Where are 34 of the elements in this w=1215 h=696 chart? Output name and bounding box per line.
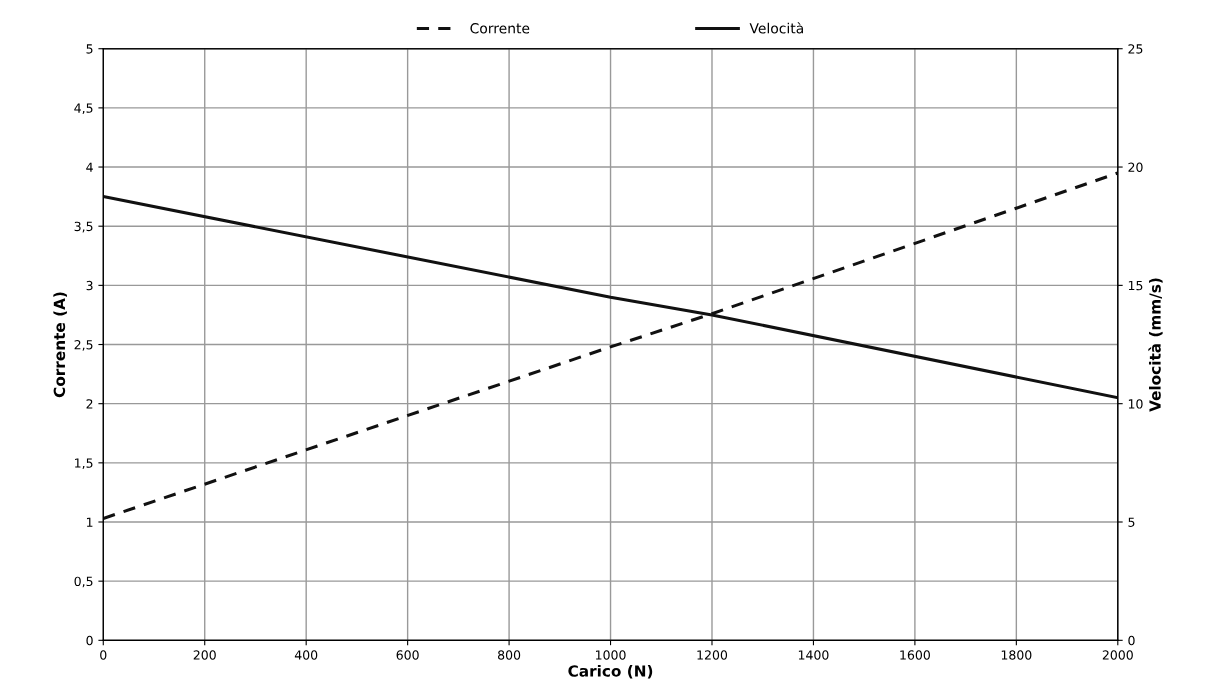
x-tick-label: 600 — [396, 650, 419, 660]
y-tick-label: 4 — [86, 162, 93, 172]
x-tick-label: 1000 — [596, 650, 626, 660]
y2-tick-label: 10 — [1128, 399, 1143, 409]
x-tick-label: 1600 — [900, 650, 930, 660]
x-tick-label: 1200 — [697, 650, 728, 660]
y2-tick-label: 25 — [1128, 44, 1143, 54]
x-tick-label: 400 — [294, 650, 318, 660]
y-axis-title: Corrente (A) — [53, 292, 67, 398]
y2-tick-label: 0 — [1128, 635, 1135, 646]
x-axis-title: Carico (N) — [568, 664, 653, 679]
y2-tick-label: 5 — [1128, 517, 1135, 527]
x-tick-label: 1800 — [1001, 650, 1032, 660]
legend-label: Velocità — [749, 22, 803, 34]
y-tick-label: 2 — [86, 399, 93, 409]
legend-label: Corrente — [470, 23, 530, 34]
x-tick-label: 2000 — [1102, 650, 1133, 660]
y2-axis-title: Velocità (mm/s) — [1148, 278, 1163, 412]
y-tick-label: 0 — [86, 635, 93, 646]
y-tick-label: 1,5 — [75, 458, 93, 470]
y-tick-label: 5 — [86, 44, 93, 54]
y-tick-label: 4,5 — [74, 103, 93, 115]
y2-tick-label: 20 — [1128, 162, 1143, 172]
y-tick-label: 0,5 — [74, 576, 93, 588]
y-tick-label: 1 — [86, 517, 93, 527]
y-tick-label: 3,5 — [74, 221, 93, 233]
y-tick-label: 2,5 — [74, 339, 93, 351]
x-tick-label: 1400 — [798, 650, 829, 660]
y2-tick-label: 15 — [1128, 281, 1143, 291]
y-tick-label: 3 — [86, 280, 93, 291]
x-tick-label: 200 — [193, 650, 216, 660]
x-tick-label: 0 — [100, 650, 107, 660]
line-series — [103, 171, 1118, 520]
x-tick-label: 800 — [498, 650, 521, 660]
